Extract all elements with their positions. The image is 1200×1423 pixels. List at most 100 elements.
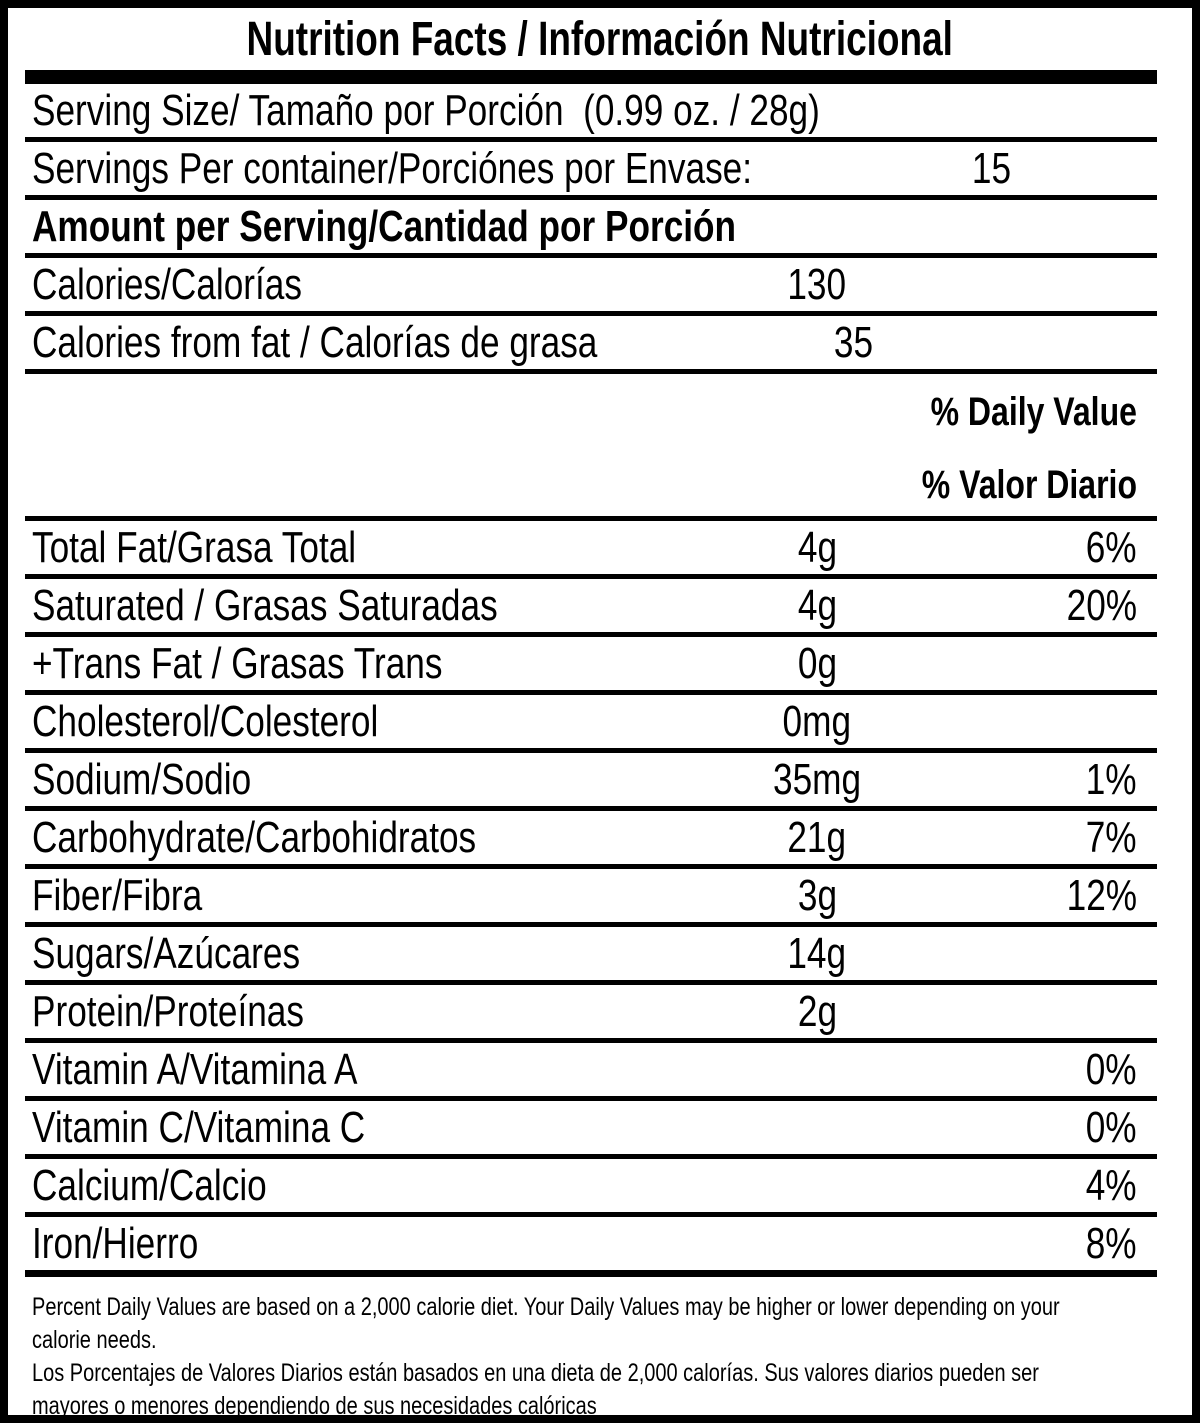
nutrient-row: +Trans Fat / Grasas Trans 0g [25, 637, 1157, 695]
nutrient-label: Vitamin C/Vitamina C [32, 1102, 366, 1152]
nutrient-amount: 0g [797, 638, 837, 688]
nutrient-daily-value: 8% [1086, 1218, 1137, 1268]
nutrient-amount: 4g [797, 522, 837, 572]
serving-size-row: Serving Size/ Tamaño por Porción (0.99 o… [25, 84, 1157, 142]
nutrient-label-cell: +Trans Fat / Grasas Trans [25, 639, 687, 689]
calories-from-fat-value-cell: 35 [739, 318, 969, 368]
nutrient-amount-cell: 0g [687, 639, 947, 689]
nutrient-daily-value-cell: 7% [947, 813, 1157, 863]
nutrient-daily-value-cell: 0% [947, 1103, 1157, 1153]
nutrient-label: Iron/Hierro [32, 1218, 199, 1268]
nutrient-daily-value: 0% [1086, 1044, 1137, 1094]
servings-per-container-value: 15 [971, 143, 1011, 193]
nutrient-daily-value-cell [947, 987, 1157, 1037]
nutrient-row: Vitamin C/Vitamina C 0% [25, 1101, 1157, 1159]
nutrient-daily-value-cell: 4% [947, 1161, 1157, 1211]
nutrient-daily-value: 12% [1066, 870, 1137, 920]
daily-value-header: % Daily Value % Valor Diario [25, 374, 1157, 521]
nutrient-daily-value: 6% [1086, 522, 1137, 572]
footnote-en-line-2: calorie needs. [32, 1326, 157, 1354]
nutrient-label-cell: Fiber/Fibra [25, 871, 687, 921]
daily-value-header-en: % Daily Value [930, 390, 1137, 434]
nutrient-amount-cell [687, 1161, 947, 1211]
nutrient-label-cell: Carbohydrate/Carbohidratos [25, 813, 687, 863]
nutrient-label-cell: Cholesterol/Colesterol [25, 697, 687, 747]
nutrient-amount: 4g [797, 580, 837, 630]
nutrient-amount-cell: 4g [687, 581, 947, 631]
nutrient-row: Calcium/Calcio 4% [25, 1159, 1157, 1217]
page-title: Nutrition Facts / Información Nutriciona… [246, 12, 954, 66]
servings-per-container-label-cell: Servings Per container/Porciónes por Env… [25, 144, 932, 194]
nutrient-amount-cell: 21g [687, 813, 947, 863]
nutrient-table: Total Fat/Grasa Total 4g 6% Saturated / … [25, 521, 1157, 1277]
calories-label-cell: Calories/Calorías [25, 260, 687, 310]
nutrient-amount-cell: 14g [687, 929, 947, 979]
nutrient-amount: 35mg [772, 754, 862, 804]
amount-per-serving-text: Amount per Serving/Cantidad por Porción [32, 201, 737, 251]
footnote-en-line-1: Percent Daily Values are based on a 2,00… [32, 1293, 1060, 1321]
calories-row: Calories/Calorías 130 [25, 258, 1157, 316]
nutrient-row: Cholesterol/Colesterol 0mg [25, 695, 1157, 753]
calories-from-fat-text: Calories from fat / Calorías de grasa [32, 317, 598, 367]
nutrient-label: Calcium/Calcio [32, 1160, 267, 1210]
nutrient-label-cell: Protein/Proteínas [25, 987, 687, 1037]
nutrient-daily-value-cell [947, 929, 1157, 979]
nutrient-daily-value-cell [947, 639, 1157, 689]
amount-per-serving-label-cell: Amount per Serving/Cantidad por Porción [25, 202, 1157, 252]
nutrient-amount: 21g [787, 812, 847, 862]
nutrient-amount: 0mg [782, 696, 852, 746]
nutrient-label-cell: Total Fat/Grasa Total [25, 523, 687, 573]
nutrient-label: +Trans Fat / Grasas Trans [32, 638, 443, 688]
nutrient-daily-value-cell: 12% [947, 871, 1157, 921]
nutrient-daily-value-cell: 20% [947, 581, 1157, 631]
nutrient-row: Vitamin A/Vitamina A 0% [25, 1043, 1157, 1101]
nutrient-amount: 2g [797, 986, 837, 1036]
nutrient-label-cell: Sodium/Sodio [25, 755, 687, 805]
daily-value-header-es: % Valor Diario [921, 463, 1137, 507]
footnote-es-line-2: mayores o menores dependiendo de sus nec… [32, 1392, 597, 1420]
nutrient-label: Cholesterol/Colesterol [32, 696, 379, 746]
nutrient-label-cell: Sugars/Azúcares [25, 929, 687, 979]
nutrient-label: Saturated / Grasas Saturadas [32, 580, 498, 630]
nutrient-daily-value: 20% [1066, 580, 1137, 630]
nutrient-row: Fiber/Fibra 3g 12% [25, 869, 1157, 927]
label-title-bar: Nutrition Facts / Información Nutriciona… [8, 8, 1192, 70]
nutrient-daily-value: 4% [1086, 1160, 1137, 1210]
nutrient-label: Sodium/Sodio [32, 754, 252, 804]
nutrient-daily-value: 0% [1086, 1102, 1137, 1152]
nutrient-row: Protein/Proteínas 2g [25, 985, 1157, 1043]
nutrient-daily-value: 1% [1086, 754, 1137, 804]
nutrient-label-cell: Vitamin A/Vitamina A [25, 1045, 687, 1095]
nutrient-label: Sugars/Azúcares [32, 928, 301, 978]
nutrient-row: Iron/Hierro 8% [25, 1217, 1157, 1277]
calories-from-fat-label-cell: Calories from fat / Calorías de grasa [25, 318, 739, 368]
nutrient-label-cell: Iron/Hierro [25, 1219, 687, 1269]
nutrient-row: Sodium/Sodio 35mg 1% [25, 753, 1157, 811]
nutrient-daily-value: 7% [1086, 812, 1137, 862]
calories-value: 130 [787, 259, 847, 309]
serving-size-label-cell: Serving Size/ Tamaño por Porción (0.99 o… [25, 86, 1157, 136]
nutrient-label: Vitamin A/Vitamina A [32, 1044, 358, 1094]
footnotes: Percent Daily Values are based on a 2,00… [25, 1277, 1157, 1423]
nutrient-label-cell: Vitamin C/Vitamina C [25, 1103, 687, 1153]
nutrient-row: Total Fat/Grasa Total 4g 6% [25, 521, 1157, 579]
nutrient-daily-value-cell: 1% [947, 755, 1157, 805]
nutrient-label: Fiber/Fibra [32, 870, 203, 920]
nutrient-daily-value-cell [947, 697, 1157, 747]
nutrient-amount-cell: 2g [687, 987, 947, 1037]
nutrient-amount-cell: 0mg [687, 697, 947, 747]
nutrient-amount-cell [687, 1219, 947, 1269]
calories-from-fat-row: Calories from fat / Calorías de grasa 35 [25, 316, 1157, 374]
calories-text: Calories/Calorías [32, 259, 302, 309]
calories-value-cell: 130 [687, 260, 947, 310]
nutrient-label: Protein/Proteínas [32, 986, 304, 1036]
nutrient-label: Total Fat/Grasa Total [32, 522, 357, 572]
nutrient-row: Carbohydrate/Carbohidratos 21g 7% [25, 811, 1157, 869]
nutrient-amount-cell [687, 1045, 947, 1095]
nutrient-amount: 14g [787, 928, 847, 978]
nutrient-label-cell: Saturated / Grasas Saturadas [25, 581, 687, 631]
nutrient-label: Carbohydrate/Carbohidratos [32, 812, 477, 862]
nutrient-daily-value-cell: 8% [947, 1219, 1157, 1269]
footnote-es-line-1: Los Porcentajes de Valores Diarios están… [32, 1359, 1039, 1387]
nutrient-amount-cell: 4g [687, 523, 947, 573]
